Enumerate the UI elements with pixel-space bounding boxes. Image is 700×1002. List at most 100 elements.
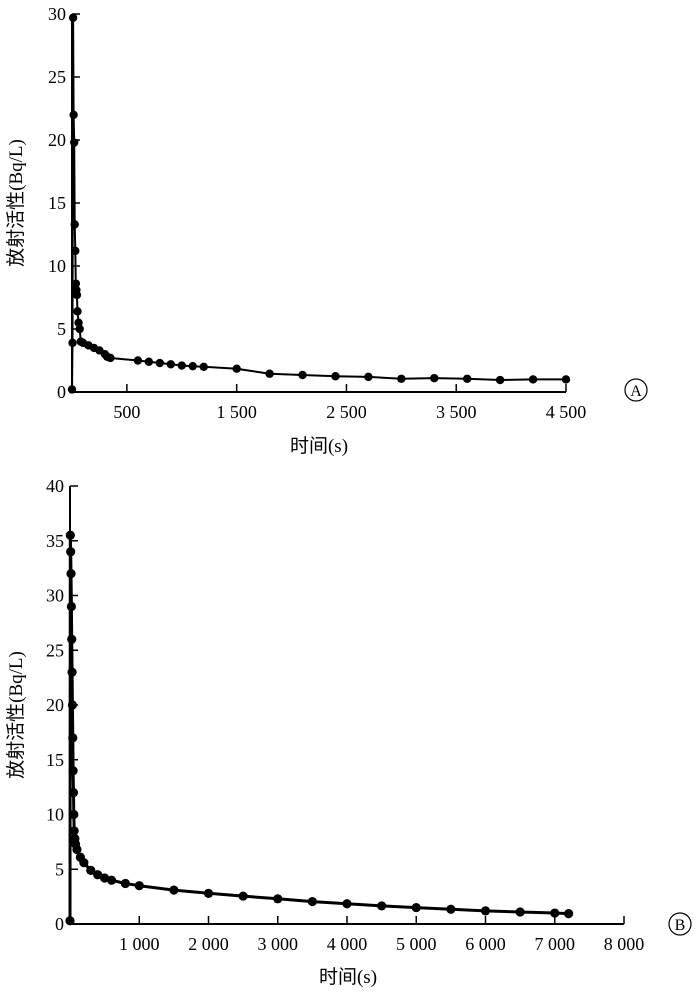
panel-a-data-point bbox=[73, 307, 82, 316]
panel-a-y-tick-label: 10 bbox=[48, 256, 66, 276]
panel-b-data-point bbox=[411, 902, 421, 913]
panel-a-data-point bbox=[528, 375, 538, 384]
panel-b-x-tick-label: 4 000 bbox=[327, 934, 368, 954]
panel-b-data-point bbox=[66, 601, 76, 612]
panel-a-y-tick-label: 25 bbox=[48, 67, 66, 87]
panel-a-data-point bbox=[199, 362, 208, 371]
panel-b-data-point bbox=[515, 907, 525, 917]
panel-a-data-point bbox=[75, 324, 84, 334]
panel-a-data-point bbox=[166, 360, 175, 369]
panel-b-data-point bbox=[446, 904, 456, 914]
panel-b-data-point bbox=[65, 530, 75, 540]
panel-b-y-tick-label: 40 bbox=[46, 476, 64, 496]
panel-b: 放射活性(Bq/L) 时间(s) B 0 5 10 15 20 25 30 35 40 1 00… bbox=[5, 476, 692, 988]
panel-a-data-point bbox=[68, 338, 77, 348]
panel-a-label-circle bbox=[624, 378, 648, 402]
panel-a-x-axis-label: 时间(s) bbox=[290, 435, 348, 457]
panel-b-data-point bbox=[69, 826, 79, 836]
panel-b-data-point bbox=[68, 788, 79, 798]
panel-b-data-point bbox=[68, 733, 78, 743]
panel-b-data-point bbox=[550, 908, 560, 918]
panel-b-data-point bbox=[169, 885, 179, 895]
panel-b-y-tick-label: 5 bbox=[55, 859, 64, 879]
panel-a-data-point bbox=[69, 138, 79, 147]
panel-b-x-tick-label: 6 000 bbox=[465, 934, 506, 954]
panel-b-x-tick-label: 5 000 bbox=[396, 934, 437, 954]
panel-b-x-axis-label: 时间(s) bbox=[319, 966, 377, 988]
panel-b-data-point bbox=[106, 875, 117, 885]
panel-b-data-point bbox=[342, 899, 352, 909]
panel-b-data-point bbox=[120, 878, 130, 889]
panel-b-data-point bbox=[69, 809, 79, 820]
panel-b-data-point bbox=[377, 901, 387, 911]
panel-b-y-tick-label: 25 bbox=[46, 640, 64, 660]
panel-b-data-point bbox=[238, 891, 248, 901]
panel-b-data-point bbox=[203, 888, 214, 898]
panel-a-data-point bbox=[463, 374, 472, 383]
panel-b-y-tick-label: 30 bbox=[46, 586, 64, 606]
panel-a-data-point bbox=[430, 373, 439, 383]
panel-a-y-tick-label: 30 bbox=[48, 4, 66, 24]
panel-a-data-point bbox=[71, 246, 80, 256]
panel-a-data-point bbox=[70, 220, 79, 229]
panel-b-data-point bbox=[100, 873, 110, 883]
panel-a-x-tick-label: 3 500 bbox=[436, 402, 477, 422]
panel-b-data-point bbox=[564, 908, 574, 919]
panel-a-data-point bbox=[144, 357, 154, 366]
panel-a-data-point bbox=[69, 110, 78, 120]
panel-b-data-point bbox=[65, 916, 75, 926]
panel-a-data-point bbox=[331, 372, 340, 381]
panel-b-data-point bbox=[134, 881, 144, 891]
panel-b-data-point bbox=[66, 569, 76, 579]
panel-b-x-tick-label: 1 000 bbox=[119, 934, 160, 954]
panel-a-data-point bbox=[71, 279, 81, 288]
panel-a-data-point bbox=[67, 385, 77, 394]
panel-b-data-point bbox=[79, 858, 89, 868]
panel-a-data-point bbox=[188, 361, 197, 371]
panel-a-x-tick-label: 4 500 bbox=[546, 402, 587, 422]
panel-a-data-point bbox=[298, 370, 307, 380]
panel-b-data-point bbox=[67, 700, 78, 710]
panel-a-data-point bbox=[364, 372, 373, 382]
panel-a-label: A bbox=[630, 383, 642, 400]
panel-a-data-point bbox=[74, 318, 83, 327]
panel-a-series-line bbox=[71, 16, 566, 390]
panel-a-data-point bbox=[68, 13, 78, 22]
panel-b-y-tick-label: 10 bbox=[46, 805, 64, 825]
panel-b-data-point bbox=[480, 906, 491, 916]
panel-b-x-tick-label: 8 000 bbox=[604, 934, 645, 954]
panel-b-data-point bbox=[68, 766, 78, 776]
panel-b-y-tick-label: 15 bbox=[46, 750, 64, 770]
panel-b-x-tick-label: 3 000 bbox=[258, 934, 299, 954]
panel-a-y-tick-label: 15 bbox=[48, 193, 66, 213]
panel-b-y-axis-label: 放射活性(Bq/L) bbox=[5, 651, 27, 779]
panel-a-x-tick-label: 2 500 bbox=[326, 402, 367, 422]
panel-b-x-tick-label: 7 000 bbox=[535, 934, 576, 954]
panel-b-data-point bbox=[72, 844, 82, 855]
panel-a: 放射活性(Bq/L) 时间(s) A 0 5 10 15 20 25 30 500 1 500… bbox=[5, 4, 648, 457]
panel-a-data-point bbox=[106, 353, 115, 363]
panel-a-y-tick-label: 5 bbox=[57, 319, 66, 339]
panel-b-y-tick-label: 35 bbox=[46, 531, 64, 551]
panel-b-data-point bbox=[67, 667, 77, 677]
panel-b-y-tick-label: 0 bbox=[55, 914, 64, 934]
panel-b-data-point bbox=[273, 894, 283, 904]
panel-b-x-tick-label: 2 000 bbox=[188, 934, 229, 954]
panel-a-data-point bbox=[177, 361, 186, 370]
panel-b-series-line bbox=[68, 533, 569, 921]
panel-a-data-point bbox=[155, 358, 165, 368]
panel-b-data-point bbox=[67, 634, 77, 644]
panel-a-y-tick-label: 0 bbox=[57, 382, 66, 402]
panel-a-data-point bbox=[133, 356, 143, 365]
panel-b-data-point bbox=[307, 896, 317, 907]
panel-b-label-circle bbox=[668, 912, 692, 936]
panel-a-data-point bbox=[397, 374, 406, 383]
panel-b-label: B bbox=[675, 917, 686, 934]
panel-a-data-point bbox=[265, 369, 274, 378]
panel-a-y-axis-label: 放射活性(Bq/L) bbox=[5, 139, 27, 267]
panel-b-y-tick-label: 20 bbox=[46, 695, 64, 715]
panel-a-data-point bbox=[232, 364, 241, 373]
panel-a-data-point bbox=[495, 375, 505, 385]
panel-b-data-point bbox=[93, 870, 103, 880]
